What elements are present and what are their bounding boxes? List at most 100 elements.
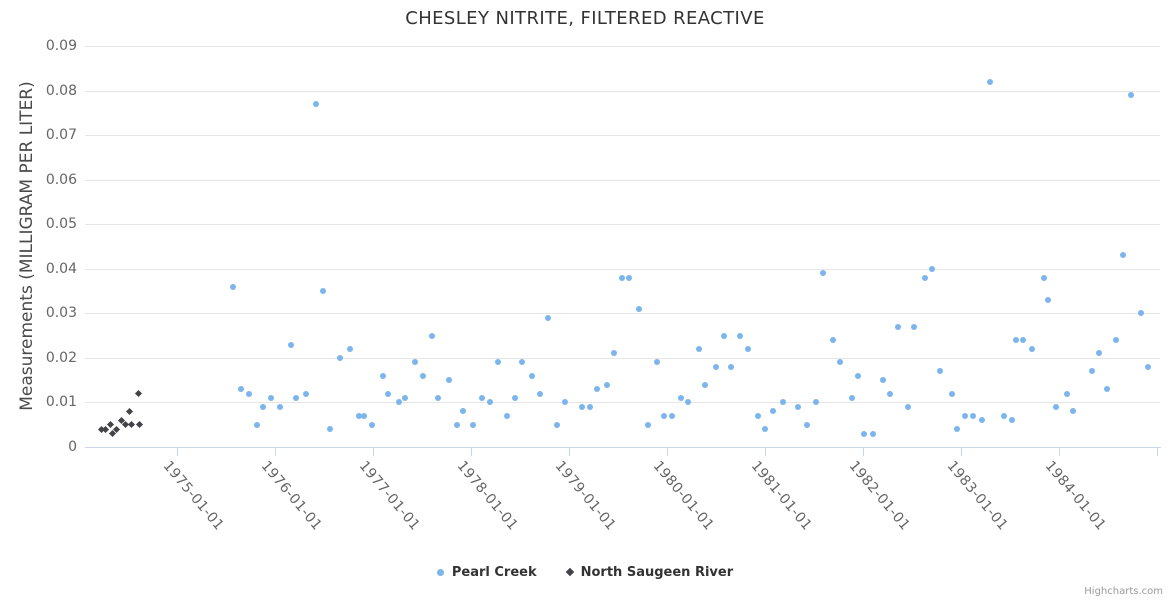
data-point-pearl-creek[interactable] <box>495 359 501 365</box>
data-point-pearl-creek[interactable] <box>347 346 353 352</box>
data-point-pearl-creek[interactable] <box>762 426 768 432</box>
data-point-pearl-creek[interactable] <box>911 324 917 330</box>
data-point-pearl-creek[interactable] <box>402 395 408 401</box>
data-point-pearl-creek[interactable] <box>435 395 441 401</box>
data-point-pearl-creek[interactable] <box>545 315 551 321</box>
data-point-pearl-creek[interactable] <box>669 413 675 419</box>
data-point-pearl-creek[interactable] <box>820 270 826 276</box>
data-point-pearl-creek[interactable] <box>1089 368 1095 374</box>
data-point-pearl-creek[interactable] <box>579 404 585 410</box>
data-point-pearl-creek[interactable] <box>369 422 375 428</box>
data-point-pearl-creek[interactable] <box>685 399 691 405</box>
data-point-pearl-creek[interactable] <box>979 417 985 423</box>
data-point-pearl-creek[interactable] <box>1020 337 1026 343</box>
data-point-pearl-creek[interactable] <box>260 404 266 410</box>
data-point-pearl-creek[interactable] <box>626 275 632 281</box>
data-point-pearl-creek[interactable] <box>696 346 702 352</box>
data-point-pearl-creek[interactable] <box>728 364 734 370</box>
data-point-pearl-creek[interactable] <box>254 422 260 428</box>
legend-item-north-saugeen-river[interactable]: North Saugeen River <box>565 565 733 580</box>
data-point-pearl-creek[interactable] <box>288 342 294 348</box>
data-point-pearl-creek[interactable] <box>1070 408 1076 414</box>
data-point-north-saugeen-river[interactable] <box>127 420 136 429</box>
data-point-pearl-creek[interactable] <box>1045 297 1051 303</box>
data-point-pearl-creek[interactable] <box>327 426 333 432</box>
data-point-pearl-creek[interactable] <box>1001 413 1007 419</box>
data-point-pearl-creek[interactable] <box>804 422 810 428</box>
data-point-pearl-creek[interactable] <box>277 404 283 410</box>
data-point-pearl-creek[interactable] <box>870 431 876 437</box>
data-point-pearl-creek[interactable] <box>238 386 244 392</box>
data-point-pearl-creek[interactable] <box>1041 275 1047 281</box>
data-point-pearl-creek[interactable] <box>645 422 651 428</box>
highcharts-credit[interactable]: Highcharts.com <box>1084 586 1163 597</box>
data-point-pearl-creek[interactable] <box>320 288 326 294</box>
data-point-pearl-creek[interactable] <box>855 373 861 379</box>
data-point-pearl-creek[interactable] <box>268 395 274 401</box>
data-point-pearl-creek[interactable] <box>1104 386 1110 392</box>
data-point-pearl-creek[interactable] <box>529 373 535 379</box>
data-point-pearl-creek[interactable] <box>429 333 435 339</box>
data-point-pearl-creek[interactable] <box>737 333 743 339</box>
data-point-pearl-creek[interactable] <box>1053 404 1059 410</box>
data-point-pearl-creek[interactable] <box>721 333 727 339</box>
data-point-pearl-creek[interactable] <box>470 422 476 428</box>
data-point-pearl-creek[interactable] <box>303 391 309 397</box>
data-point-pearl-creek[interactable] <box>562 399 568 405</box>
data-point-pearl-creek[interactable] <box>830 337 836 343</box>
data-point-pearl-creek[interactable] <box>770 408 776 414</box>
data-point-pearl-creek[interactable] <box>849 395 855 401</box>
data-point-pearl-creek[interactable] <box>1064 391 1070 397</box>
data-point-pearl-creek[interactable] <box>361 413 367 419</box>
data-point-pearl-creek[interactable] <box>619 275 625 281</box>
data-point-north-saugeen-river[interactable] <box>101 425 110 434</box>
data-point-north-saugeen-river[interactable] <box>135 420 144 429</box>
data-point-pearl-creek[interactable] <box>337 355 343 361</box>
data-point-pearl-creek[interactable] <box>313 101 319 107</box>
data-point-pearl-creek[interactable] <box>929 266 935 272</box>
data-point-pearl-creek[interactable] <box>987 79 993 85</box>
data-point-pearl-creek[interactable] <box>795 404 801 410</box>
data-point-pearl-creek[interactable] <box>678 395 684 401</box>
data-point-north-saugeen-river[interactable] <box>125 407 134 416</box>
data-point-pearl-creek[interactable] <box>813 399 819 405</box>
data-point-north-saugeen-river[interactable] <box>134 389 143 398</box>
data-point-pearl-creek[interactable] <box>970 413 976 419</box>
data-point-pearl-creek[interactable] <box>356 413 362 419</box>
data-point-pearl-creek[interactable] <box>1009 417 1015 423</box>
data-point-pearl-creek[interactable] <box>380 373 386 379</box>
data-point-pearl-creek[interactable] <box>861 431 867 437</box>
data-point-pearl-creek[interactable] <box>412 359 418 365</box>
data-point-pearl-creek[interactable] <box>954 426 960 432</box>
data-point-pearl-creek[interactable] <box>554 422 560 428</box>
data-point-pearl-creek[interactable] <box>1128 92 1134 98</box>
data-point-north-saugeen-river[interactable] <box>106 420 115 429</box>
data-point-pearl-creek[interactable] <box>537 391 543 397</box>
data-point-pearl-creek[interactable] <box>512 395 518 401</box>
data-point-pearl-creek[interactable] <box>713 364 719 370</box>
data-point-pearl-creek[interactable] <box>385 391 391 397</box>
data-point-pearl-creek[interactable] <box>594 386 600 392</box>
data-point-pearl-creek[interactable] <box>895 324 901 330</box>
data-point-pearl-creek[interactable] <box>745 346 751 352</box>
data-point-pearl-creek[interactable] <box>611 350 617 356</box>
data-point-pearl-creek[interactable] <box>937 368 943 374</box>
data-point-pearl-creek[interactable] <box>1029 346 1035 352</box>
data-point-pearl-creek[interactable] <box>636 306 642 312</box>
data-point-pearl-creek[interactable] <box>293 395 299 401</box>
data-point-pearl-creek[interactable] <box>780 399 786 405</box>
data-point-pearl-creek[interactable] <box>880 377 886 383</box>
data-point-pearl-creek[interactable] <box>1096 350 1102 356</box>
data-point-pearl-creek[interactable] <box>837 359 843 365</box>
data-point-pearl-creek[interactable] <box>661 413 667 419</box>
data-point-pearl-creek[interactable] <box>230 284 236 290</box>
data-point-pearl-creek[interactable] <box>587 404 593 410</box>
data-point-pearl-creek[interactable] <box>1145 364 1151 370</box>
data-point-pearl-creek[interactable] <box>1013 337 1019 343</box>
data-point-pearl-creek[interactable] <box>396 399 402 405</box>
data-point-pearl-creek[interactable] <box>604 382 610 388</box>
data-point-pearl-creek[interactable] <box>504 413 510 419</box>
data-point-pearl-creek[interactable] <box>246 391 252 397</box>
data-point-pearl-creek[interactable] <box>702 382 708 388</box>
data-point-pearl-creek[interactable] <box>420 373 426 379</box>
